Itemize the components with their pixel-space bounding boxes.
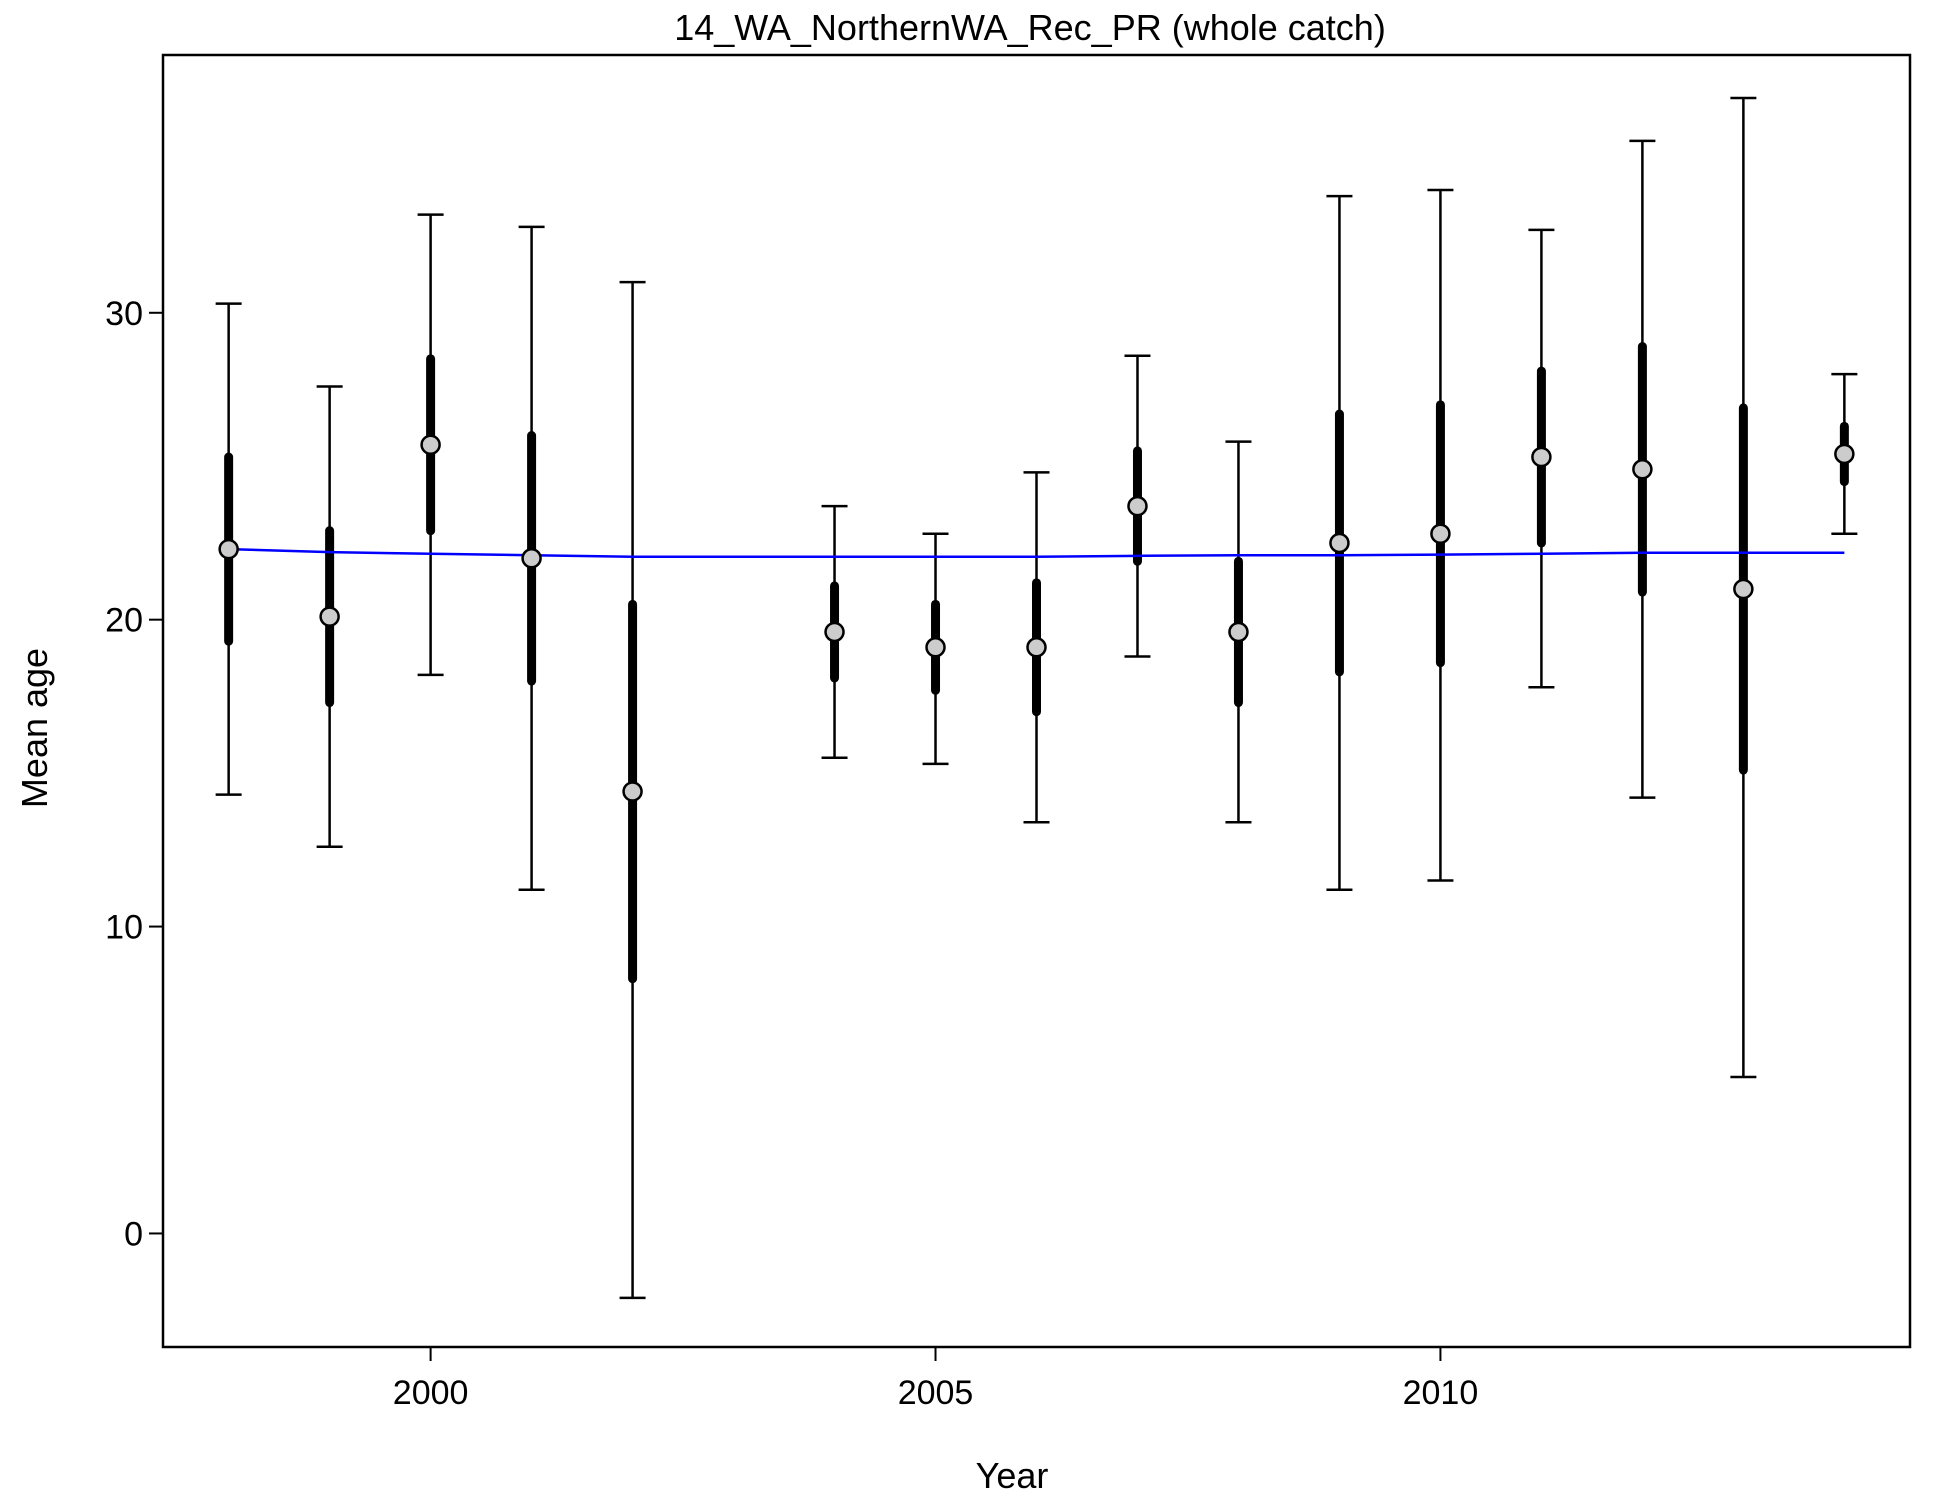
chart-title: 14_WA_NorthernWA_Rec_PR (whole catch) xyxy=(674,7,1386,48)
observed-points xyxy=(218,434,1855,802)
x-axis: 2000 2005 2010 xyxy=(393,1347,1478,1412)
observed-mean-point xyxy=(319,606,340,627)
x-tick-label: 2000 xyxy=(393,1374,469,1412)
x-axis-label: Year xyxy=(976,1455,1049,1496)
observed-mean-point xyxy=(622,781,643,802)
observed-mean-point xyxy=(1026,637,1047,658)
observed-mean-point xyxy=(1228,621,1249,643)
plot-frame xyxy=(161,53,1912,1349)
x-tick-label: 2010 xyxy=(1403,1374,1479,1412)
y-tick-label: 10 xyxy=(105,909,143,947)
y-tick-label: 20 xyxy=(105,602,143,640)
y-tick-label: 0 xyxy=(124,1215,143,1253)
fitted-mean-age-line xyxy=(228,547,1845,559)
observed-mean-point xyxy=(420,434,441,455)
observed-mean-point xyxy=(925,637,946,658)
observed-mean-point xyxy=(521,548,542,569)
y-axis: 0 10 20 30 xyxy=(105,295,163,1253)
observed-mean-point xyxy=(1430,523,1451,544)
observed-mean-point xyxy=(1632,459,1653,480)
y-axis-label: Mean age xyxy=(14,648,55,808)
observed-mean-point xyxy=(218,538,239,560)
observed-mean-point xyxy=(1531,446,1552,468)
observed-mean-point xyxy=(1329,532,1350,554)
observed-mean-point xyxy=(1127,495,1148,517)
observed-mean-point xyxy=(1733,578,1754,600)
y-tick-label: 30 xyxy=(105,295,143,333)
inner-interval-bars xyxy=(224,342,1849,984)
observed-mean-point xyxy=(1834,443,1855,465)
observed-mean-point xyxy=(824,621,845,643)
x-tick-label: 2005 xyxy=(898,1374,974,1412)
